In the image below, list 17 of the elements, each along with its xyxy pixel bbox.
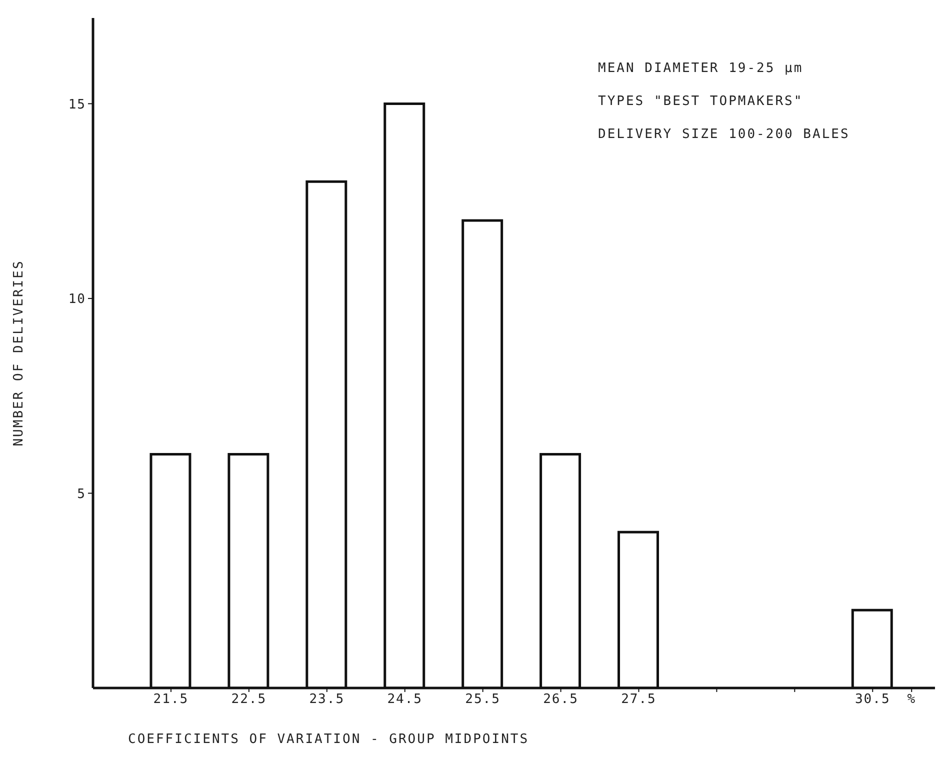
x-tick-label: 23.5: [309, 692, 345, 708]
x-tick-label: 26.5: [543, 692, 578, 708]
x-tick-label: 21.5: [153, 692, 189, 708]
y-tick-label: 15: [68, 97, 86, 112]
y-tick-label: 5: [77, 486, 86, 502]
annotation: TYPES "BEST TOPMAKERS": [598, 93, 804, 111]
y-axis-title: NUMBER OF DELIVERIES: [12, 260, 27, 446]
x-axis-title: COEFFICIENTS OF VARIATION - GROUP MIDPOINTS: [128, 732, 530, 747]
y-tick-label: 10: [68, 292, 86, 308]
annotation: DELIVERY SIZE 100-200 BALES: [598, 126, 850, 144]
x-tick-label: 22.5: [231, 692, 267, 708]
x-tick-label: %: [907, 692, 916, 708]
x-tick-label: 30.5: [854, 692, 890, 708]
x-tick-label: 25.5: [465, 692, 500, 708]
x-tick-label: 27.5: [621, 692, 656, 708]
annotation: MEAN DIAMETER 19-25 µm: [598, 60, 804, 78]
x-tick-label: 24.5: [387, 692, 423, 708]
